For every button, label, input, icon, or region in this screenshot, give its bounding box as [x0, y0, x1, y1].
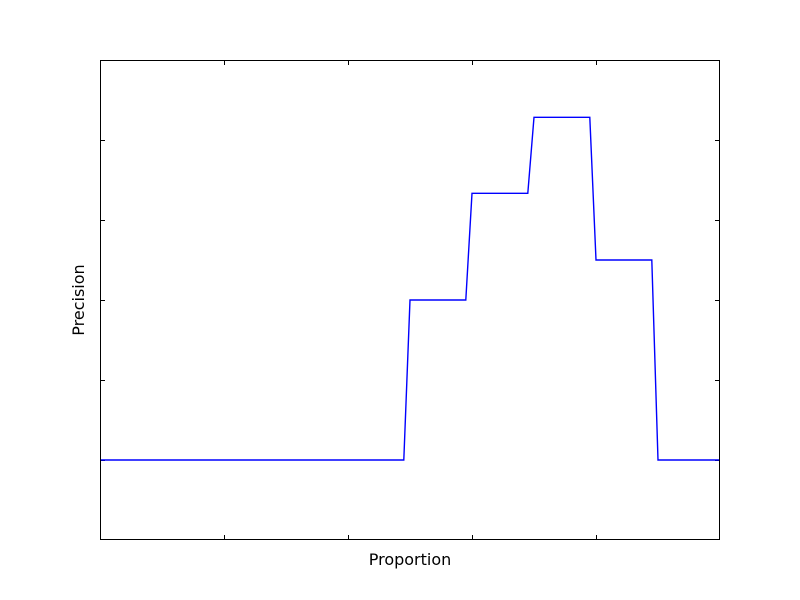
y-axis-label: Precision: [69, 264, 88, 335]
series-line-0: [100, 116, 720, 461]
x-axis-label: Proportion: [369, 550, 452, 569]
series-layer: [100, 116, 720, 461]
plot-frame: [100, 60, 720, 540]
